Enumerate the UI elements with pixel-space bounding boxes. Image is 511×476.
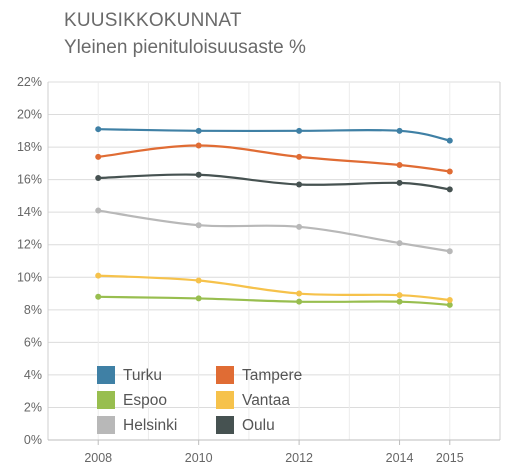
legend-swatch-turku <box>97 366 115 384</box>
legend-label-helsinki: Helsinki <box>123 417 177 434</box>
data-point-oulu <box>446 186 453 193</box>
legend-swatch-oulu <box>216 416 234 434</box>
y-tick-label: 14% <box>17 205 42 219</box>
data-point-vantaa <box>296 290 303 297</box>
data-point-tampere <box>446 168 453 175</box>
legend-label-tampere: Tampere <box>242 367 302 384</box>
chart-subtitle: Yleinen pienituloisuusaste % <box>64 37 306 58</box>
data-point-tampere <box>396 161 403 168</box>
legend-swatch-espoo <box>97 391 115 409</box>
legend-swatch-tampere <box>216 366 234 384</box>
x-tick-label: 2012 <box>285 451 313 465</box>
legend-label-turku: Turku <box>123 367 162 384</box>
data-point-espoo <box>95 293 102 300</box>
data-point-tampere <box>195 142 202 149</box>
series-line-vantaa <box>97 274 451 302</box>
y-tick-label: 6% <box>24 335 42 349</box>
data-point-oulu <box>195 171 202 178</box>
legend-label-oulu: Oulu <box>242 417 275 434</box>
y-tick-label: 10% <box>17 270 42 284</box>
data-point-turku <box>446 137 453 144</box>
series-line-helsinki <box>97 209 451 253</box>
y-tick-label: 22% <box>17 75 42 89</box>
legend-swatch-helsinki <box>97 416 115 434</box>
series-line-espoo <box>97 295 451 307</box>
data-point-helsinki <box>396 240 403 247</box>
legend-swatch-vantaa <box>216 391 234 409</box>
x-tick-label: 2008 <box>84 451 112 465</box>
data-point-helsinki <box>446 248 453 255</box>
data-point-espoo <box>446 301 453 308</box>
y-tick-label: 4% <box>24 368 42 382</box>
data-point-oulu <box>95 175 102 182</box>
y-tick-label: 16% <box>17 173 42 187</box>
chart-title: KUUSIKKOKUNNAT <box>64 10 242 31</box>
data-point-tampere <box>95 153 102 160</box>
legend-label-espoo: Espoo <box>123 392 167 409</box>
data-point-turku <box>95 126 102 133</box>
data-point-vantaa <box>446 297 453 304</box>
data-point-vantaa <box>396 292 403 299</box>
data-point-turku <box>195 127 202 134</box>
x-tick-label: 2014 <box>386 451 414 465</box>
x-tick-label: 2015 <box>436 451 464 465</box>
data-point-helsinki <box>296 223 303 230</box>
series-line-tampere <box>97 144 451 173</box>
x-tick-label: 2010 <box>185 451 213 465</box>
series-line-oulu <box>97 173 451 191</box>
data-point-oulu <box>396 179 403 186</box>
legend-label-vantaa: Vantaa <box>242 392 290 409</box>
data-point-helsinki <box>195 222 202 229</box>
data-point-vantaa <box>195 277 202 284</box>
y-tick-label: 18% <box>17 140 42 154</box>
data-point-vantaa <box>95 272 102 279</box>
data-point-helsinki <box>95 207 102 214</box>
data-point-oulu <box>296 181 303 188</box>
data-point-espoo <box>396 298 403 305</box>
y-tick-label: 20% <box>17 108 42 122</box>
data-point-turku <box>396 127 403 134</box>
y-tick-label: 2% <box>24 400 42 414</box>
data-point-espoo <box>195 295 202 302</box>
series-line-turku <box>97 128 451 142</box>
y-tick-label: 0% <box>24 433 42 447</box>
data-point-espoo <box>296 298 303 305</box>
data-point-tampere <box>296 153 303 160</box>
data-point-turku <box>296 127 303 134</box>
y-tick-label: 8% <box>24 303 42 317</box>
y-tick-label: 12% <box>17 238 42 252</box>
